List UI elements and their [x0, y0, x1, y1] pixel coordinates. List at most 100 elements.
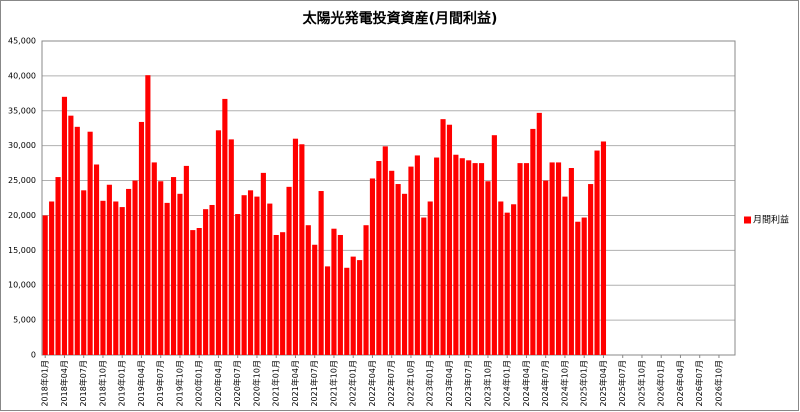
bar — [126, 188, 132, 355]
bar — [241, 195, 247, 355]
x-tick-label: 2022年10月 — [405, 360, 415, 407]
bar — [299, 144, 305, 355]
bar — [491, 135, 497, 355]
bar — [337, 234, 343, 355]
x-tick-label: 2022年01月 — [348, 360, 358, 407]
bar — [215, 130, 222, 355]
bar — [530, 128, 536, 355]
x-tick-label: 2018年07月 — [78, 360, 88, 407]
bar — [459, 158, 465, 355]
bar — [414, 155, 420, 355]
y-tick-label: 5,000 — [13, 316, 36, 325]
bar — [350, 256, 356, 355]
bar — [446, 124, 453, 355]
bar — [247, 190, 254, 355]
bar — [190, 230, 196, 355]
x-tick-label: 2025年01月 — [579, 360, 589, 407]
bar — [408, 166, 414, 355]
bar — [228, 139, 234, 355]
bar — [280, 232, 286, 355]
x-tick-label: 2021年10月 — [328, 360, 338, 407]
bar — [363, 225, 369, 355]
x-tick-label: 2023年04月 — [444, 360, 454, 407]
bar — [588, 184, 594, 355]
bar — [331, 228, 337, 355]
x-tick-label: 2020年01月 — [194, 360, 204, 407]
y-tick-label: 40,000 — [8, 71, 36, 80]
bar — [466, 160, 472, 355]
x-tick-label: 2025年10月 — [636, 360, 646, 407]
x-tick-label: 2022年04月 — [367, 360, 377, 407]
bar — [119, 207, 125, 355]
bar — [93, 164, 100, 355]
bar — [151, 162, 157, 355]
bar — [49, 201, 55, 355]
bar — [401, 193, 408, 355]
bar — [292, 138, 299, 355]
bar — [286, 186, 292, 355]
bar — [196, 228, 202, 355]
bar — [132, 180, 138, 355]
bar — [555, 162, 562, 355]
bar — [376, 161, 382, 355]
bar — [568, 167, 574, 355]
bar — [260, 172, 266, 355]
x-tick-label: 2019年07月 — [155, 360, 165, 407]
chart-title: 太陽光発電投資資産(月間利益) — [303, 10, 498, 27]
bar — [427, 201, 433, 355]
y-tick-label: 45,000 — [8, 37, 36, 46]
bar — [357, 260, 363, 355]
bar — [87, 131, 93, 355]
bar — [324, 266, 331, 355]
x-tick-label: 2020年10月 — [251, 360, 261, 407]
bar — [138, 121, 145, 355]
bar — [498, 201, 504, 355]
legend-swatch — [744, 216, 751, 224]
x-tick-label: 2025年04月 — [598, 360, 608, 407]
x-tick-label: 2021年01月 — [271, 360, 281, 407]
x-tick-label: 2023年07月 — [463, 360, 473, 407]
x-tick-label: 2020年07月 — [232, 360, 242, 407]
bar — [170, 177, 177, 355]
bar — [254, 196, 260, 355]
legend-label: 月間利益 — [753, 214, 789, 226]
x-tick-label: 2024年10月 — [559, 360, 569, 407]
bar — [517, 163, 523, 355]
bar — [209, 204, 215, 355]
x-tick-label: 2024年07月 — [540, 360, 550, 407]
bar — [222, 98, 228, 355]
bar — [421, 217, 427, 355]
bar — [523, 163, 530, 355]
bar — [472, 163, 478, 355]
x-tick-label: 2026年10月 — [713, 360, 723, 407]
bar — [312, 244, 318, 355]
x-tick-label: 2024年04月 — [521, 360, 531, 407]
bar — [453, 154, 459, 355]
bar — [594, 150, 600, 355]
x-tick-label: 2022年07月 — [386, 360, 396, 407]
bar — [42, 215, 48, 355]
bar — [81, 190, 87, 355]
x-tick-label: 2018年10月 — [97, 360, 107, 407]
x-tick-label: 2018年01月 — [40, 360, 50, 407]
y-tick-label: 0 — [31, 351, 36, 360]
x-tick-label: 2021年07月 — [309, 360, 319, 407]
bar — [434, 157, 440, 355]
bar — [305, 225, 311, 355]
x-tick-label: 2023年01月 — [425, 360, 435, 407]
bar — [183, 165, 189, 355]
bar — [235, 214, 241, 355]
bar — [395, 184, 401, 355]
bar — [549, 162, 555, 355]
bar — [485, 181, 491, 355]
bar — [504, 212, 510, 355]
bar — [600, 141, 607, 355]
x-tick-label: 2024年01月 — [502, 360, 512, 407]
bar — [100, 200, 106, 355]
bar — [478, 163, 485, 355]
bar — [273, 234, 279, 355]
bar — [389, 170, 395, 355]
bar — [158, 181, 164, 355]
x-tick-label: 2026年01月 — [656, 360, 666, 407]
